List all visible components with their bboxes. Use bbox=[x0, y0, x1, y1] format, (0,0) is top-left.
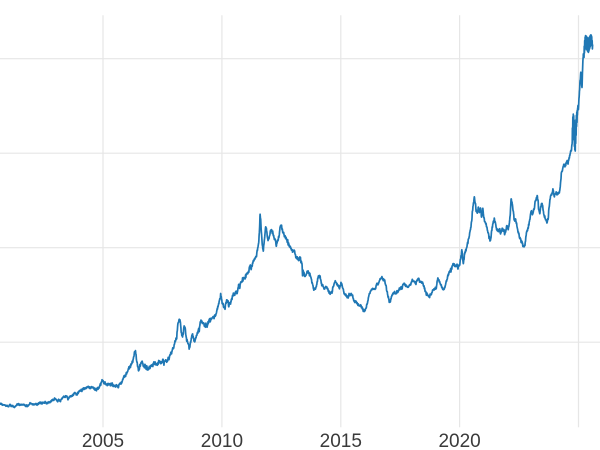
svg-text:2020: 2020 bbox=[438, 431, 480, 450]
svg-text:2005: 2005 bbox=[82, 431, 124, 450]
svg-text:2010: 2010 bbox=[201, 431, 243, 450]
svg-text:2015: 2015 bbox=[320, 431, 362, 450]
